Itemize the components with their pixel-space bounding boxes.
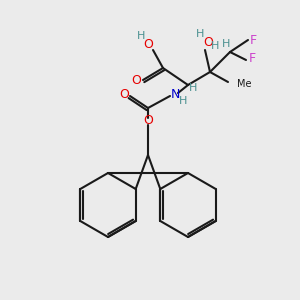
Text: H: H bbox=[211, 41, 219, 51]
Text: H: H bbox=[179, 96, 187, 106]
Text: O: O bbox=[203, 37, 213, 50]
Text: H: H bbox=[222, 39, 230, 49]
Text: O: O bbox=[143, 115, 153, 128]
Text: F: F bbox=[249, 34, 256, 46]
Text: O: O bbox=[131, 74, 141, 86]
Text: Me: Me bbox=[237, 79, 251, 89]
Text: F: F bbox=[248, 52, 256, 64]
Text: H: H bbox=[196, 29, 204, 39]
Text: O: O bbox=[119, 88, 129, 100]
Text: H: H bbox=[137, 31, 145, 41]
Text: N: N bbox=[170, 88, 180, 101]
Text: H: H bbox=[189, 83, 197, 93]
Text: O: O bbox=[143, 38, 153, 50]
